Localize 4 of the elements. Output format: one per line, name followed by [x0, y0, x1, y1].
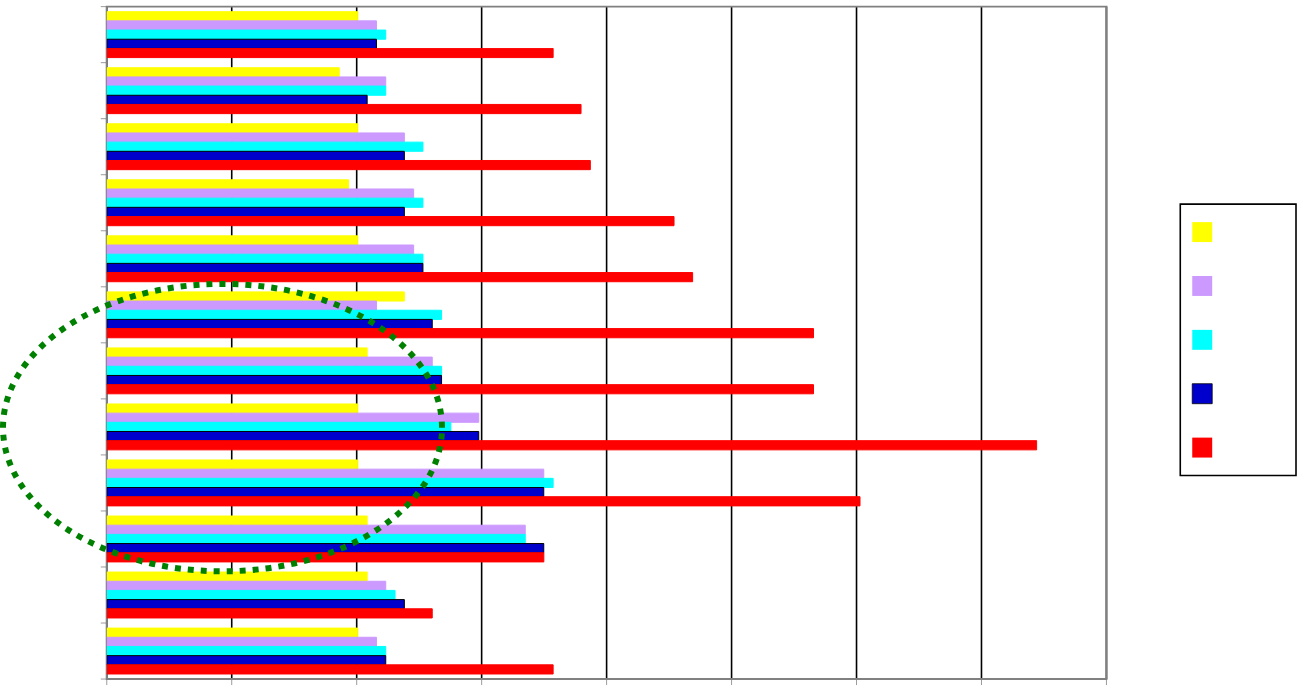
bar [106, 571, 368, 582]
bar [106, 459, 359, 470]
bar [106, 515, 368, 526]
bar [106, 627, 359, 638]
